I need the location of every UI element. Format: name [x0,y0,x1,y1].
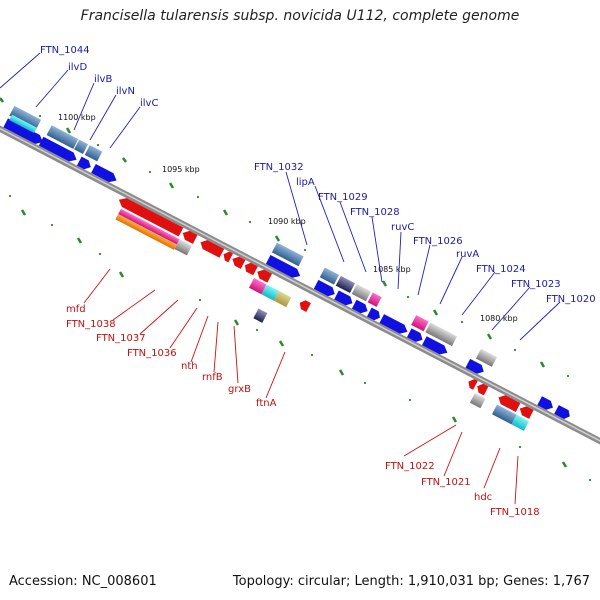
feature-box[interactable] [367,292,382,307]
feature-box[interactable] [9,114,37,134]
kbp-marker: 1090 kbp [268,217,306,226]
gene-label-ftn-1021[interactable]: FTN_1021 [421,477,471,488]
genome-backbone [0,116,600,454]
feature-box[interactable] [74,139,89,154]
feature-box[interactable] [118,208,180,245]
gene-arrow[interactable] [38,136,79,164]
gene-label-ilvc[interactable]: ilvC [140,98,158,109]
forward-labels: FTN_1044 ilvD ilvB ilvN ilvC FTN_1032 li… [40,45,596,305]
accession-text: Accession: NC_008601 [9,574,157,589]
gene-label-ilvn[interactable]: ilvN [116,86,135,97]
reverse-leaders [83,268,519,505]
feature-box[interactable] [248,277,267,295]
feature-box[interactable] [84,145,103,162]
gene-arrow[interactable] [466,377,478,390]
gene-arrow[interactable] [554,405,572,421]
gene-label-ftn-1029[interactable]: FTN_1029 [318,192,368,203]
feature-box[interactable] [425,322,458,347]
feature-box[interactable] [253,308,268,323]
gene-label-grxb[interactable]: grxB [228,384,251,395]
kbp-marker: 1080 kbp [480,314,518,323]
feature-box[interactable] [319,267,340,285]
forward-leaders [0,52,561,341]
gene-label-ftn-1022[interactable]: FTN_1022 [385,461,435,472]
gene-arrow[interactable] [537,396,555,412]
feature-box[interactable] [475,348,497,367]
topology-text: Topology: circular; Length: 1,910,031 bp… [232,574,590,589]
gene-arrow[interactable] [230,254,246,269]
genome-title: Francisella tularensis subsp. novicida U… [80,8,520,24]
feature-box[interactable] [174,239,192,256]
gene-arrow[interactable] [406,328,425,344]
gene-arrow[interactable] [198,238,225,258]
gene-arrow[interactable] [243,261,258,276]
gene-label-ftn-1032[interactable]: FTN_1032 [254,162,304,173]
feature-box[interactable] [511,414,530,431]
reverse-genes [117,195,534,419]
gene-arrow[interactable] [496,393,521,412]
gene-label-nth[interactable]: nth [181,361,198,372]
feature-box[interactable] [351,284,372,302]
gene-arrow[interactable] [221,250,233,263]
reverse-labels: mfd FTN_1038 FTN_1037 FTN_1036 nth rnfB … [66,304,540,518]
gene-arrow[interactable] [265,254,303,280]
gene-arrow[interactable] [313,279,337,299]
gene-track [3,105,572,431]
gene-arrow[interactable] [379,314,409,336]
gene-label-ftn-1036[interactable]: FTN_1036 [127,348,177,359]
feature-box[interactable] [469,392,486,409]
gene-arrow[interactable] [91,164,119,185]
feature-box[interactable] [261,284,279,301]
gene-label-ilvb[interactable]: ilvB [94,74,112,85]
feature-box[interactable] [411,315,429,332]
scale-ticks [0,97,568,468]
gene-arrow[interactable] [465,358,486,376]
gene-arrow[interactable] [180,229,198,244]
feature-box[interactable] [9,105,42,130]
gene-label-ftn-1026[interactable]: FTN_1026 [413,236,463,247]
gene-arrow[interactable] [475,382,489,396]
gene-arrow[interactable] [351,299,370,316]
gene-arrow[interactable] [334,290,355,308]
scale-dots [8,114,592,482]
kbp-marker: 1100 kbp [58,113,96,122]
gene-label-ftn-1020[interactable]: FTN_1020 [546,294,596,305]
gene-label-ftna[interactable]: ftnA [256,398,277,409]
feature-box[interactable] [335,275,356,293]
gene-label-ftn-1038[interactable]: FTN_1038 [66,319,116,330]
gene-label-ruva[interactable]: ruvA [456,249,479,260]
gene-arrow[interactable] [367,307,382,322]
gene-label-hdc[interactable]: hdc [474,492,492,503]
gene-label-ruvc[interactable]: ruvC [391,222,414,233]
gene-label-mfd[interactable]: mfd [66,304,86,315]
feature-box[interactable] [492,404,517,425]
gene-arrow[interactable] [518,404,534,419]
gene-arrow[interactable] [255,267,273,283]
gene-label-ftn-1037[interactable]: FTN_1037 [96,333,146,344]
kbp-marker: 1085 kbp [373,265,411,274]
gene-label-ftn-1023[interactable]: FTN_1023 [511,279,561,290]
gene-arrow[interactable] [76,156,93,172]
kbp-markers: 1100 kbp 1095 kbp 1090 kbp 1085 kbp 1080… [58,113,518,323]
feature-box[interactable] [46,125,79,149]
gene-arrow[interactable] [297,298,311,312]
gene-arrow[interactable] [422,336,450,357]
gene-label-ftn-1018[interactable]: FTN_1018 [490,507,540,518]
gene-arrow[interactable] [3,118,45,146]
gene-arrow[interactable] [117,195,184,237]
forward-genes [3,118,572,421]
feature-box[interactable] [271,242,304,267]
gene-label-lipa[interactable]: lipA [296,177,315,188]
feature-box[interactable] [115,214,177,250]
gene-label-ftn-1024[interactable]: FTN_1024 [476,264,526,275]
gene-label-ftn-1028[interactable]: FTN_1028 [350,207,400,218]
feature-box[interactable] [273,290,292,308]
kbp-marker: 1095 kbp [162,165,200,174]
gene-label-rnfb[interactable]: rnfB [202,372,223,383]
gene-label-ftn-1044[interactable]: FTN_1044 [40,45,90,56]
gene-label-ilvd[interactable]: ilvD [68,62,87,73]
